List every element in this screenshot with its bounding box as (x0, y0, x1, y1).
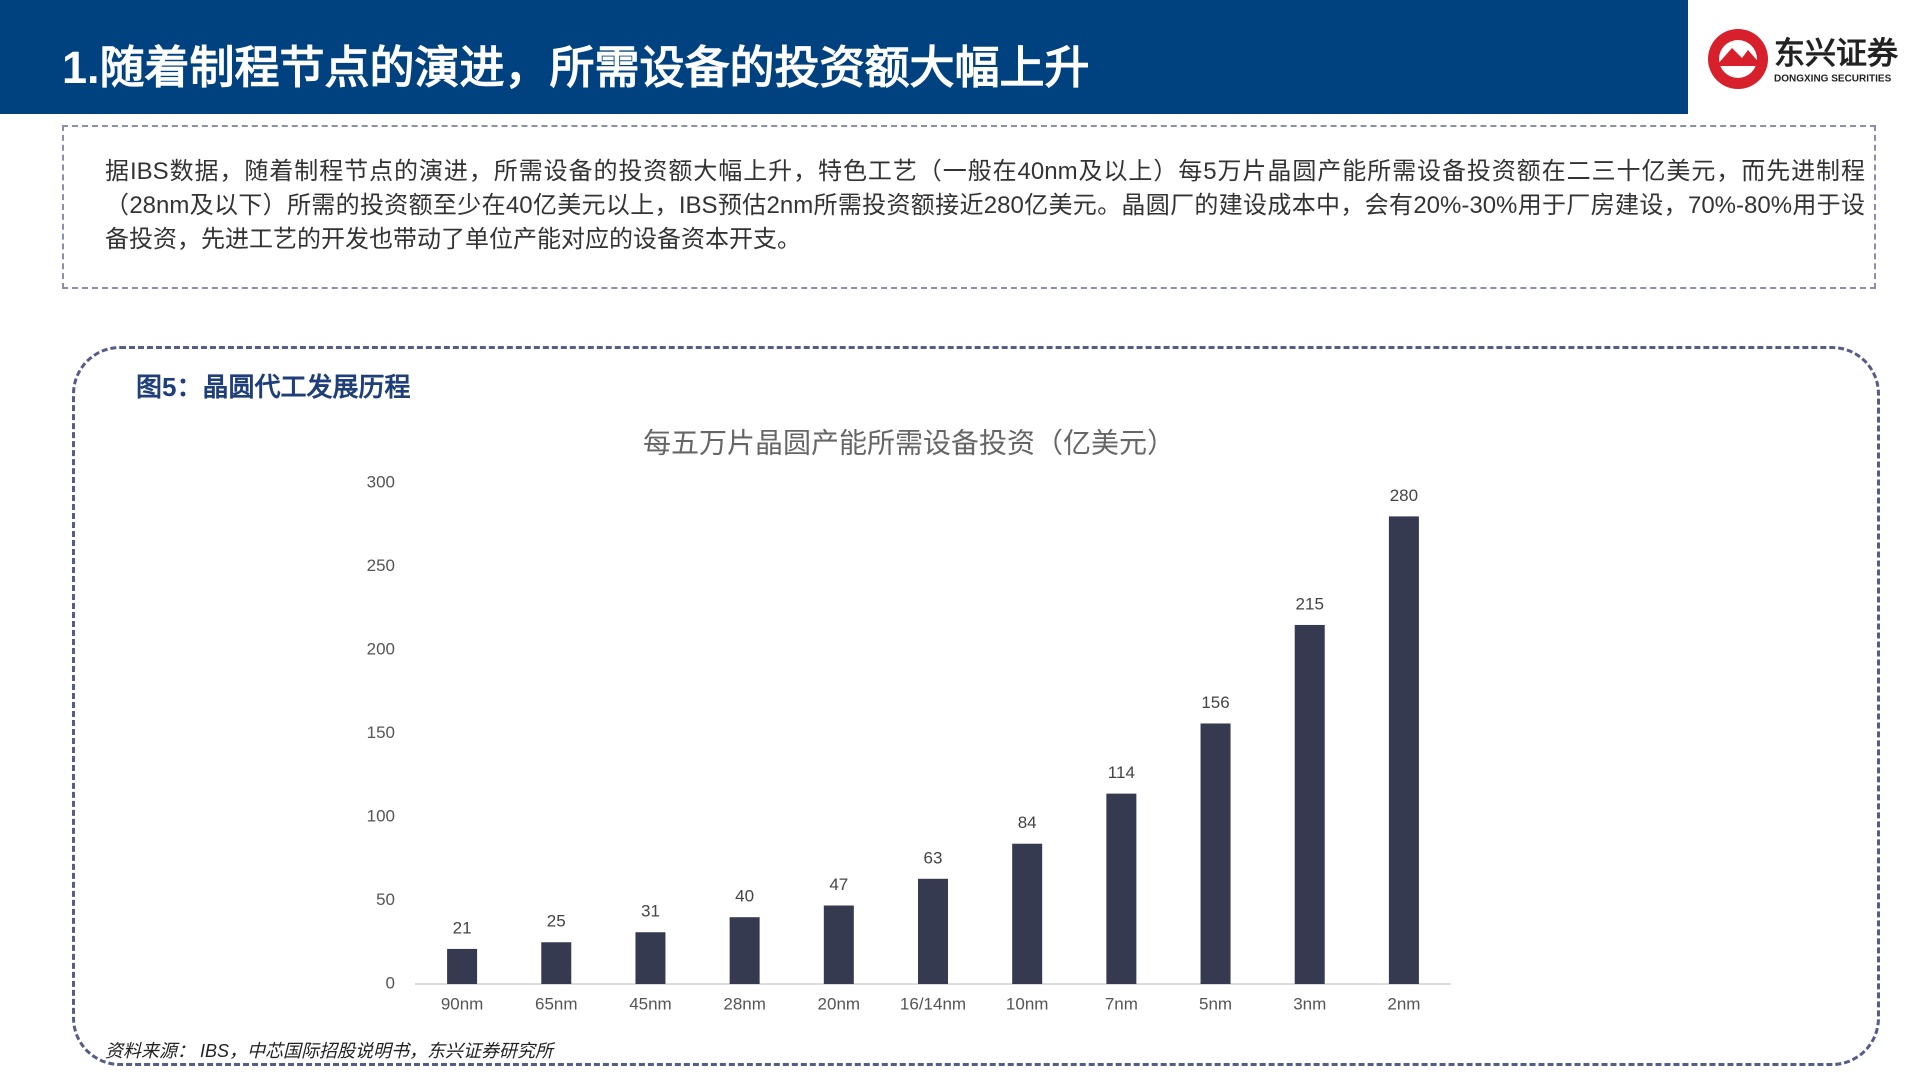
x-tick-label: 65nm (535, 994, 578, 1013)
summary-box: 据IBS数据，随着制程节点的演进，所需设备的投资额大幅上升，特色工艺（一般在40… (62, 125, 1876, 289)
value-label: 63 (924, 848, 943, 867)
x-tick-label: 2nm (1387, 994, 1420, 1013)
value-label: 215 (1296, 594, 1324, 613)
bar (729, 917, 760, 984)
bar (447, 948, 478, 984)
logo-text: 东兴证券 (1774, 36, 1899, 71)
x-tick-label: 16/14nm (900, 994, 966, 1013)
x-tick-label: 45nm (629, 994, 672, 1013)
value-label: 47 (829, 875, 848, 894)
value-label: 31 (641, 902, 660, 921)
value-label: 280 (1390, 486, 1418, 505)
bar (541, 942, 572, 984)
chart-title: 每五万片晶圆产能所需设备投资（亿美元） (643, 427, 1175, 459)
bar (1388, 516, 1419, 984)
y-tick-label: 200 (367, 639, 395, 658)
y-tick-label: 50 (376, 890, 395, 909)
summary-text: 据IBS数据，随着制程节点的演进，所需设备的投资额大幅上升，特色工艺（一般在40… (105, 158, 1865, 253)
header-bar: 1.随着制程节点的演进，所需设备的投资额大幅上升 (0, 0, 1688, 114)
logo-subtitle: DONGXING SECURITIES (1774, 74, 1892, 85)
y-tick-label: 300 (367, 472, 395, 491)
x-tick-label: 20nm (818, 994, 861, 1013)
x-tick-label: 10nm (1006, 994, 1049, 1013)
value-label: 25 (547, 912, 566, 931)
bar (823, 905, 854, 984)
y-tick-label: 100 (367, 806, 395, 825)
figure-label: 图5：晶圆代工发展历程 (136, 372, 410, 402)
value-label: 40 (735, 887, 754, 906)
x-tick-label: 3nm (1293, 994, 1326, 1013)
logo-mark (1716, 48, 1762, 66)
bar (918, 878, 948, 984)
x-tick-label: 90nm (441, 994, 484, 1013)
page-title: 1.随着制程节点的演进，所需设备的投资额大幅上升 (62, 42, 1090, 93)
bar (1106, 793, 1137, 984)
x-tick-label: 28nm (723, 994, 766, 1013)
y-tick-label: 250 (367, 556, 395, 575)
y-tick-label: 0 (386, 973, 395, 992)
value-label: 156 (1201, 693, 1229, 712)
figure-panel (72, 346, 1880, 1066)
y-tick-label: 150 (367, 723, 395, 742)
bar (1200, 723, 1231, 984)
value-label: 84 (1018, 813, 1037, 832)
value-label: 21 (453, 918, 472, 937)
x-tick-label: 5nm (1199, 994, 1232, 1013)
source-note: 资料来源： IBS，中芯国际招股说明书，东兴证券研究所 (105, 1041, 556, 1061)
bar (1294, 624, 1325, 984)
bar (635, 932, 666, 984)
x-tick-label: 7nm (1105, 994, 1138, 1013)
bar (1012, 843, 1043, 984)
value-label: 114 (1108, 763, 1135, 782)
